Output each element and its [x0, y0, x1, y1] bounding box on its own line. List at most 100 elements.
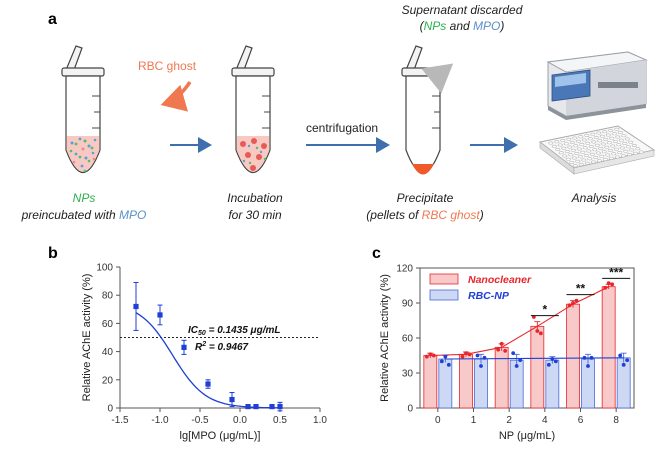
- dot-nanocleaner: [535, 329, 540, 333]
- ic50-rest: = 0.1435 μg/mL: [206, 325, 281, 336]
- well: [554, 140, 560, 144]
- well: [610, 144, 616, 148]
- well-plate-illustration: [538, 125, 656, 175]
- data-point-b: [229, 396, 235, 403]
- r2-sup: 2: [201, 341, 206, 348]
- rbc-ghost-label: RBC ghost: [138, 59, 197, 73]
- dot-rbc-np: [518, 358, 523, 363]
- well: [598, 147, 604, 151]
- step3-caption-line2: (pellets of RBC ghost): [366, 208, 483, 222]
- dot-rbc-np: [553, 359, 558, 364]
- well: [596, 131, 602, 135]
- well: [612, 140, 618, 144]
- dot-rbc-np: [446, 362, 451, 367]
- data-point-b: [205, 381, 211, 387]
- well: [564, 150, 570, 154]
- y-tick-label-c: 90: [402, 299, 414, 310]
- panel-c: c 0 30 60 90 120 0 1 2 4 6 8 NP (μg/mL) Relative ACh…: [372, 245, 635, 442]
- well: [576, 147, 582, 151]
- data-point-b: [181, 344, 187, 350]
- well: [628, 140, 634, 144]
- well: [618, 138, 624, 142]
- bar-nanocleaner: [566, 303, 580, 409]
- ic50-sub: 50: [198, 330, 206, 337]
- well: [602, 130, 608, 134]
- step3-caption-line1: Precipitate: [397, 191, 454, 205]
- well: [616, 143, 622, 147]
- well: [588, 145, 594, 149]
- well: [574, 152, 580, 156]
- step1-caption-line2: preincubated with MPO: [21, 208, 147, 222]
- well: [563, 142, 569, 146]
- dot-nanocleaner: [424, 354, 429, 359]
- well: [570, 148, 576, 152]
- well: [635, 147, 641, 151]
- well: [580, 150, 586, 154]
- well: [551, 144, 557, 148]
- y-tick-label-c: 120: [396, 264, 413, 275]
- well: [608, 129, 614, 133]
- well: [584, 134, 590, 138]
- panel-a-label: a: [48, 11, 57, 28]
- x-tick-label-c: 1: [471, 415, 477, 426]
- dot-rbc-np: [514, 364, 519, 368]
- well: [579, 143, 585, 147]
- dot-rbc-np: [443, 354, 448, 359]
- bar-nanocleaner: [494, 346, 509, 409]
- panel-b: b 0 20 40 60 80 100 -1.5 -1.0 -0.5 0.0 0.5 1.0 lg[MP…: [48, 245, 327, 442]
- well: [599, 134, 605, 138]
- x-tick-label-b: -1.5: [111, 415, 129, 426]
- y-tick-label-b: 80: [102, 291, 114, 302]
- tube-incubation: [231, 45, 275, 173]
- well: [615, 135, 621, 139]
- legend-swatch-rbc-np: [429, 289, 459, 301]
- well: [597, 139, 603, 143]
- data-point-b: [245, 403, 251, 410]
- y-tick-label-b: 100: [96, 263, 113, 274]
- fit-line-rbc-np: [445, 357, 624, 360]
- bar-nanocleaner: [423, 355, 438, 409]
- step2-caption-line2: for 30 min: [228, 208, 282, 222]
- plate-reader-illustration: [546, 51, 648, 120]
- significance-label: ***: [609, 265, 623, 279]
- well: [623, 149, 629, 153]
- well: [591, 140, 597, 144]
- step4-caption: Analysis: [571, 191, 617, 205]
- dot-nanocleaner: [606, 281, 611, 286]
- data-point-b: [277, 403, 283, 410]
- data-point-b: [253, 403, 259, 410]
- well: [605, 133, 611, 137]
- well: [555, 148, 561, 152]
- well: [560, 139, 566, 143]
- panel-b-label: b: [48, 245, 58, 262]
- x-axis-label-b: lg[MPO (μg/mL)]: [180, 430, 261, 442]
- rbc-ghost-arrow: [160, 81, 192, 112]
- well: [631, 144, 637, 148]
- well: [577, 155, 583, 159]
- y-tick-label-c: 60: [402, 334, 414, 345]
- x-tick-label-c: 6: [578, 415, 584, 426]
- legend-label-rbc-np: RBC-NP: [468, 290, 510, 302]
- ic50-annotation: IC50 = 0.1435 μg/mL: [188, 325, 280, 337]
- bar-nanocleaner: [530, 325, 545, 409]
- x-tick-label-c: 0: [435, 415, 441, 426]
- dot-rbc-np: [621, 362, 626, 367]
- well: [567, 145, 573, 149]
- x-tick-label-b: 0.0: [233, 415, 247, 426]
- ic50-main: IC: [188, 325, 199, 336]
- data-point-b: [133, 303, 139, 310]
- y-axis-label-b: Relative AChE activity (%): [81, 274, 93, 402]
- dot-rbc-np: [511, 351, 516, 356]
- well: [632, 151, 638, 155]
- well: [568, 153, 574, 157]
- well: [603, 138, 609, 142]
- x-tick-label-b: -1.0: [151, 415, 169, 426]
- bar-nanocleaner: [459, 353, 473, 409]
- well: [606, 141, 612, 145]
- well: [599, 154, 605, 158]
- bar-nanocleaner: [601, 286, 616, 409]
- well: [611, 152, 617, 156]
- x-tick-label-c: 2: [506, 415, 512, 426]
- x-tick-label-b: 0.5: [273, 415, 287, 426]
